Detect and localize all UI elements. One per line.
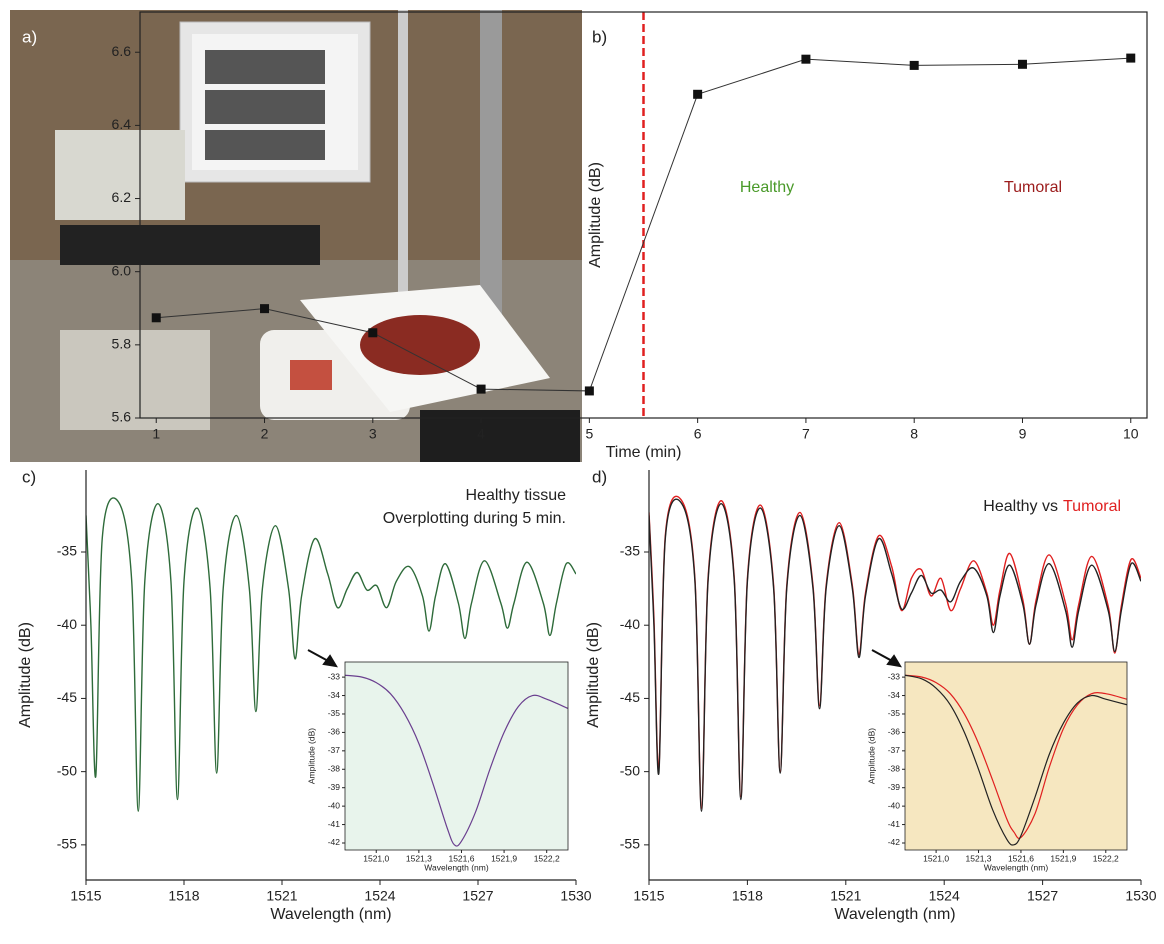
y-tick-label: 6.4 <box>112 116 132 132</box>
y-tick-label: -34 <box>888 690 901 700</box>
x-tick-label: 1524 <box>364 888 395 904</box>
y-tick-label: -45 <box>620 689 640 705</box>
x-tick-label: 1521,0 <box>923 853 949 863</box>
x-tick-label: 1515 <box>70 888 101 904</box>
panel-label: c) <box>22 467 36 486</box>
x-axis-title: Wavelength (nm) <box>270 906 391 923</box>
y-axis-title: Amplitude (dB) <box>585 622 602 728</box>
y-axis-title: Amplitude (dB) <box>866 728 876 784</box>
x-axis-title: Time (min) <box>606 444 682 461</box>
inset: 1521,01521,31521,61521,91522,2-42-41-40-… <box>306 662 568 872</box>
y-tick-label: -40 <box>888 800 901 810</box>
annotation: Healthy <box>740 179 794 196</box>
y-tick-label: -37 <box>328 745 341 755</box>
x-tick-label: 1515 <box>633 888 664 904</box>
y-tick-label: 6.6 <box>112 43 132 59</box>
x-tick-label: 1518 <box>732 888 763 904</box>
y-axis-title: Amplitude (dB) <box>587 162 604 268</box>
y-tick-label: -50 <box>620 762 640 778</box>
figure: a) 1 2 3 4 5 6 7 8 9 10 5.6 5.8 6.0 6.2 6.4 6.6 Time (mi… <box>0 0 1164 939</box>
y-tick-label: -40 <box>57 616 77 632</box>
x-tick-label: 1527 <box>1027 888 1058 904</box>
annotation: Overplotting during 5 min. <box>383 510 566 527</box>
y-tick-label: -42 <box>328 837 341 847</box>
point-marker <box>910 61 919 70</box>
annotation: Tumoral <box>1004 179 1062 196</box>
x-tick-label: 2 <box>261 426 269 442</box>
y-tick-label: -40 <box>620 616 640 632</box>
point-marker <box>801 55 810 64</box>
photo: a) <box>10 10 582 462</box>
x-tick-label: 1527 <box>462 888 493 904</box>
panel-label: b) <box>592 27 607 46</box>
y-tick-label: -55 <box>57 836 77 852</box>
y-tick-label: -35 <box>888 708 901 718</box>
y-tick-label: -39 <box>328 782 341 792</box>
x-tick-label: 6 <box>694 426 702 442</box>
x-tick-label: 1521,9 <box>491 853 517 863</box>
point-marker <box>368 328 377 337</box>
x-tick-label: 10 <box>1123 426 1139 442</box>
y-tick-label: -35 <box>57 543 77 559</box>
y-tick-label: -35 <box>620 543 640 559</box>
x-tick-label: 3 <box>369 426 377 442</box>
y-tick-label: -37 <box>888 745 901 755</box>
x-tick-label: 1521 <box>830 888 861 904</box>
y-tick-label: -40 <box>328 800 341 810</box>
point-marker <box>1126 54 1135 63</box>
x-tick-label: 1521,9 <box>1050 853 1076 863</box>
x-tick-label: 1524 <box>929 888 960 904</box>
x-tick-label: 9 <box>1019 426 1027 442</box>
panel-label: d) <box>592 467 607 486</box>
x-axis-title: Wavelength (nm) <box>834 906 955 923</box>
y-tick-label: -41 <box>888 819 901 829</box>
point-marker <box>585 386 594 395</box>
x-tick-label: 1522,2 <box>1093 853 1119 863</box>
point-marker <box>477 385 486 394</box>
x-tick-label: 1518 <box>168 888 199 904</box>
x-tick-label: 1530 <box>1125 888 1156 904</box>
y-tick-label: -36 <box>328 727 341 737</box>
annotation: Tumoral <box>1063 498 1121 515</box>
y-tick-label: -45 <box>57 689 77 705</box>
y-tick-label: -55 <box>620 836 640 852</box>
y-tick-label: -33 <box>328 671 341 681</box>
y-tick-label: 6.2 <box>112 189 132 205</box>
annotation: Healthy tissue <box>466 487 567 504</box>
y-tick-label: 5.6 <box>112 409 132 425</box>
y-tick-label: -36 <box>888 727 901 737</box>
y-tick-label: 5.8 <box>112 336 132 352</box>
point-marker <box>260 304 269 313</box>
point-marker <box>693 90 702 99</box>
y-tick-label: -38 <box>888 764 901 774</box>
y-tick-label: 6.0 <box>112 262 132 278</box>
y-tick-label: -50 <box>57 762 77 778</box>
x-tick-label: 1521 <box>266 888 297 904</box>
x-tick-label: 8 <box>910 426 918 442</box>
y-tick-label: -38 <box>328 764 341 774</box>
panel-label: a) <box>22 27 37 46</box>
x-tick-label: 1 <box>152 426 160 442</box>
y-axis-title: Amplitude (dB) <box>17 622 34 728</box>
x-tick-label: 4 <box>477 426 485 442</box>
y-tick-label: -34 <box>328 690 341 700</box>
x-tick-label: 1522,2 <box>534 853 560 863</box>
y-tick-label: -33 <box>888 671 901 681</box>
x-tick-label: 1530 <box>560 888 591 904</box>
y-tick-label: -39 <box>888 782 901 792</box>
x-axis-title: Wavelength (nm) <box>424 862 489 872</box>
x-axis-title: Wavelength (nm) <box>984 862 1049 872</box>
inset-background <box>345 662 568 850</box>
x-tick-label: 1521,0 <box>363 853 389 863</box>
x-tick-label: 5 <box>585 426 593 442</box>
y-tick-label: -42 <box>888 837 901 847</box>
y-tick-label: -35 <box>328 708 341 718</box>
point-marker <box>1018 60 1027 69</box>
x-tick-label: 7 <box>802 426 810 442</box>
y-tick-label: -41 <box>328 819 341 829</box>
point-marker <box>152 313 161 322</box>
y-axis-title: Amplitude (dB) <box>306 728 316 784</box>
annotation: Healthy vs <box>983 498 1058 515</box>
